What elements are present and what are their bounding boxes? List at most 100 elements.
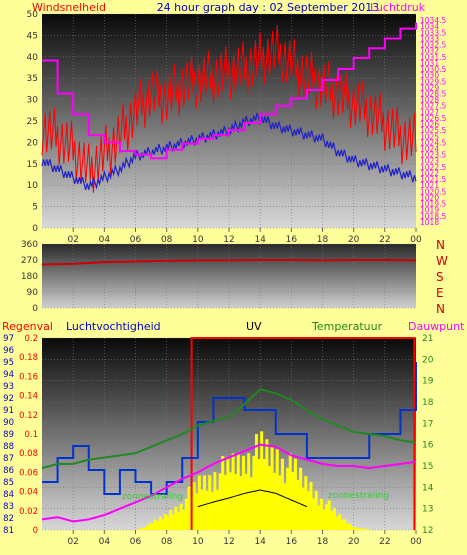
pressure-tick-label: 1022 [420,169,439,178]
solar-bar [166,516,170,530]
pressure-tick-label: 1028 [420,96,439,105]
compass-label: S [436,270,444,284]
x-tick-label: 00 [410,537,422,547]
temperature-tick-label: 18 [422,398,434,408]
solar-bar [177,512,181,530]
x-tick-label: 02 [67,235,78,245]
solar-bar [153,519,157,530]
solar-bar [275,449,279,530]
pressure-tick-label: 1034 [420,22,439,31]
compass-label: N [436,238,445,252]
rain-tick-label: 0.02 [19,507,38,517]
wind-tick-label: 40 [27,53,39,63]
rain-tick-label: 0.14 [19,392,38,402]
x-tick-label: 02 [67,537,78,547]
x-tick-label: 12 [223,537,234,547]
x-tick-label: 04 [99,537,111,547]
solar-bar [348,523,352,530]
pressure-tick-label: 1030.5 [420,65,446,74]
wind-tick-label: 5 [32,203,38,213]
x-tick-label: 20 [348,235,360,245]
pressure-tick-label: 1031.5 [420,53,446,62]
solar-bar [327,500,331,530]
solar-bar [309,481,313,530]
direction-tick-label: 0 [32,304,38,314]
solar-bar [184,498,188,530]
temperature-tick-label: 12 [422,526,433,536]
wind-tick-label: 20 [27,138,39,148]
solar-bar [164,514,168,530]
x-tick-label: 08 [161,537,173,547]
humidity-tick-label: 85 [3,478,14,488]
x-tick-label: 10 [192,537,204,547]
solar-bar [356,528,360,530]
solar-bar [301,487,305,530]
solar-bar [280,458,284,530]
solar-bar [192,482,196,530]
pressure-tick-label: 1032.5 [420,41,446,50]
solar-bar [257,459,261,530]
x-tick-label: 06 [130,235,142,245]
solar-bar [273,472,277,530]
pressure-tick-label: 1018 [420,218,439,227]
solar-bar [335,516,339,530]
x-tick-label: 04 [99,235,111,245]
solar-bar [322,509,326,530]
solar-bar [174,506,178,530]
pressure-tick-label: 1030 [420,71,439,80]
direction-tick-label: 360 [21,240,38,250]
solar-bar [278,475,282,530]
solar-bar [138,529,142,530]
temperature-axis-ticks: 12 13 14 15 16 17 18 19 20 21 [422,334,434,536]
wind-axis-ticks: 0 5 10 15 20 25 30 35 40 45 50 [27,10,39,234]
solar-bar [195,493,199,530]
rain-axis-ticks: 0 0.02 0.04 0.06 0.08 0.1 0.12 0.14 0.16 0.18 0.2 [19,334,38,536]
solar-bar [187,486,191,530]
solar-bar [182,509,186,530]
direction-tick-label: 270 [21,256,38,266]
pressure-tick-label: 1019.5 [420,200,446,209]
x-tick-label: 14 [254,235,266,245]
label-uv: UV [246,320,262,333]
pressure-tick-label: 1026 [420,120,439,129]
solar-bar [270,446,274,530]
solar-bar [338,514,342,530]
solar-bar [299,467,303,530]
humidity-tick-label: 97 [3,334,14,344]
pressure-tick-label: 1022.5 [420,163,446,172]
solar-bar [265,439,269,530]
pressure-tick-label: 1024.5 [420,138,446,147]
pressure-tick-label: 1025 [420,132,439,141]
solar-bar [213,472,217,530]
x-tick-label: 00 [410,235,422,245]
dewpoint-line [41,443,417,523]
solar-bar [249,477,253,530]
x-tick-label: 22 [379,235,390,245]
panel-direction-series [41,259,417,266]
pressure-tick-label: 1020.5 [420,187,446,196]
temperature-line [41,388,417,470]
temperature-tick-label: 20 [422,355,434,365]
humidity-tick-label: 90 [3,418,14,428]
pressure-tick-label: 1025.5 [420,126,446,135]
solar-bar [361,528,365,530]
solar-bar [304,476,308,530]
humidity-tick-label: 95 [3,358,14,368]
temperature-tick-label: 13 [422,505,433,515]
solar-bar [296,480,300,530]
solar-bar [254,434,258,530]
pressure-tick-label: 1021.5 [420,175,446,184]
solar-bar [143,527,147,530]
humidity-tick-label: 96 [3,346,14,356]
solar-bar [317,505,321,530]
label-temperatuur: Temperatuur [311,320,383,333]
rain-tick-label: 0.04 [19,488,38,498]
pressure-line [42,22,417,160]
solar-bar [203,475,207,530]
pressure-tick-label: 1031 [420,59,439,68]
rain-tick-label: 0.2 [24,334,38,344]
solar-bar [293,458,297,530]
pressure-tick-label: 1026.5 [420,114,446,123]
solar-bar [205,490,209,530]
